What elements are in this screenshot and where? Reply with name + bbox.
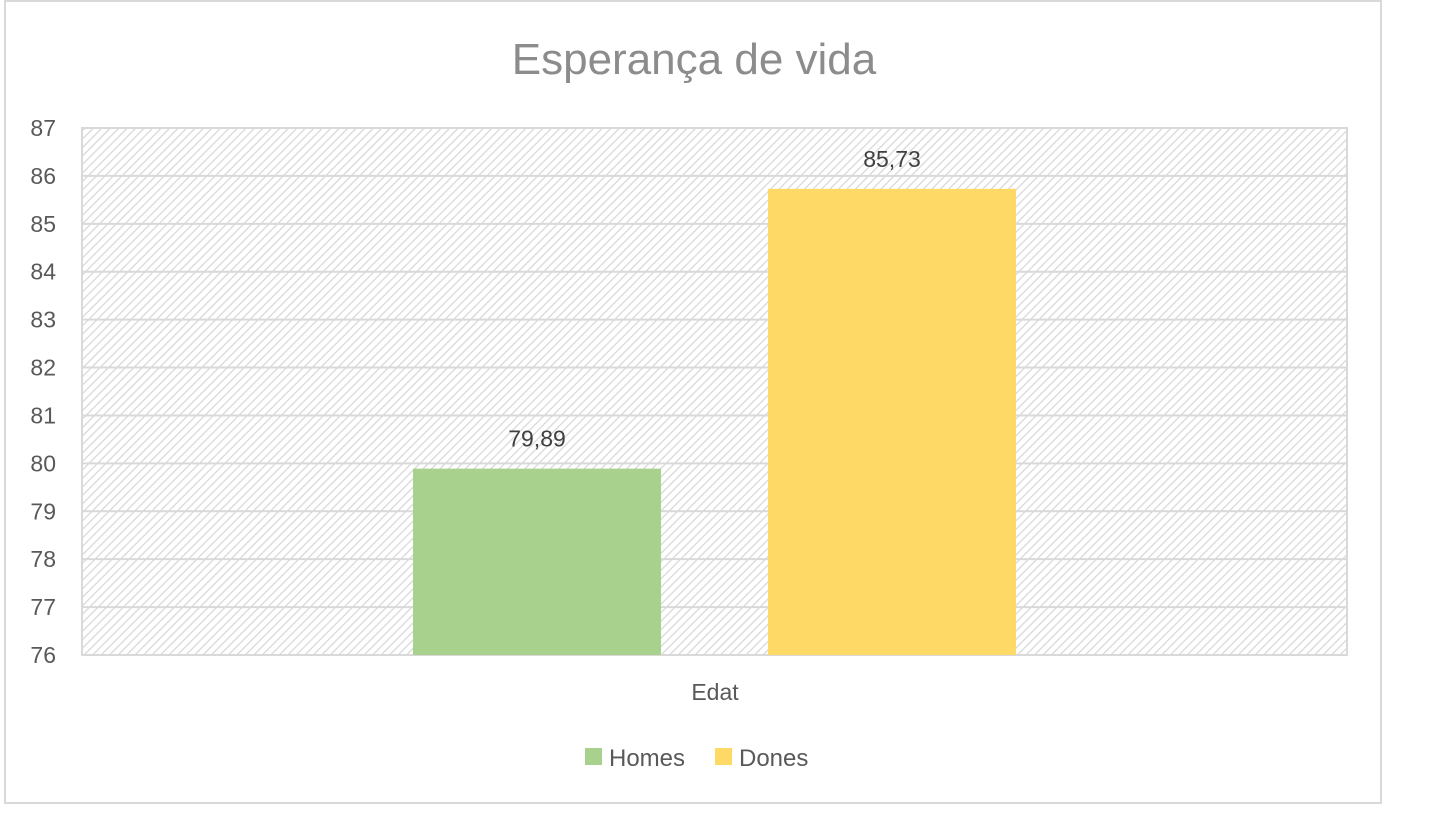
legend-swatch-dones xyxy=(715,748,732,765)
chart-title: Esperança de vida xyxy=(512,35,877,84)
bars xyxy=(413,188,1016,655)
data-label-homes: 79,89 xyxy=(508,426,566,452)
x-axis-category-label: Edat xyxy=(691,679,739,705)
y-tick-label: 87 xyxy=(30,115,56,141)
y-tick-label: 84 xyxy=(30,259,56,285)
legend-label-homes: Homes xyxy=(609,745,685,772)
bar-dones xyxy=(768,188,1016,655)
y-tick-label: 76 xyxy=(30,642,56,668)
legend-swatch-homes xyxy=(585,748,602,765)
legend-label-dones: Dones xyxy=(739,745,808,772)
y-tick-label: 79 xyxy=(30,498,56,524)
bar-homes xyxy=(413,468,661,655)
y-axis-tick-labels: 76 77 78 79 80 81 82 83 84 85 86 87 xyxy=(30,115,56,668)
plot-area xyxy=(81,127,1348,656)
legend: Homes Dones xyxy=(585,745,808,772)
y-tick-label: 81 xyxy=(30,402,56,428)
y-tick-label: 78 xyxy=(30,546,56,572)
y-tick-label: 83 xyxy=(30,307,56,333)
y-tick-label: 80 xyxy=(30,450,56,476)
gridlines xyxy=(82,127,1347,656)
y-tick-label: 85 xyxy=(30,211,56,237)
data-labels: 79,89 85,73 xyxy=(508,146,921,452)
y-tick-label: 82 xyxy=(30,355,56,381)
y-tick-label: 86 xyxy=(30,163,56,189)
data-label-dones: 85,73 xyxy=(863,146,921,172)
y-tick-label: 77 xyxy=(30,594,56,620)
